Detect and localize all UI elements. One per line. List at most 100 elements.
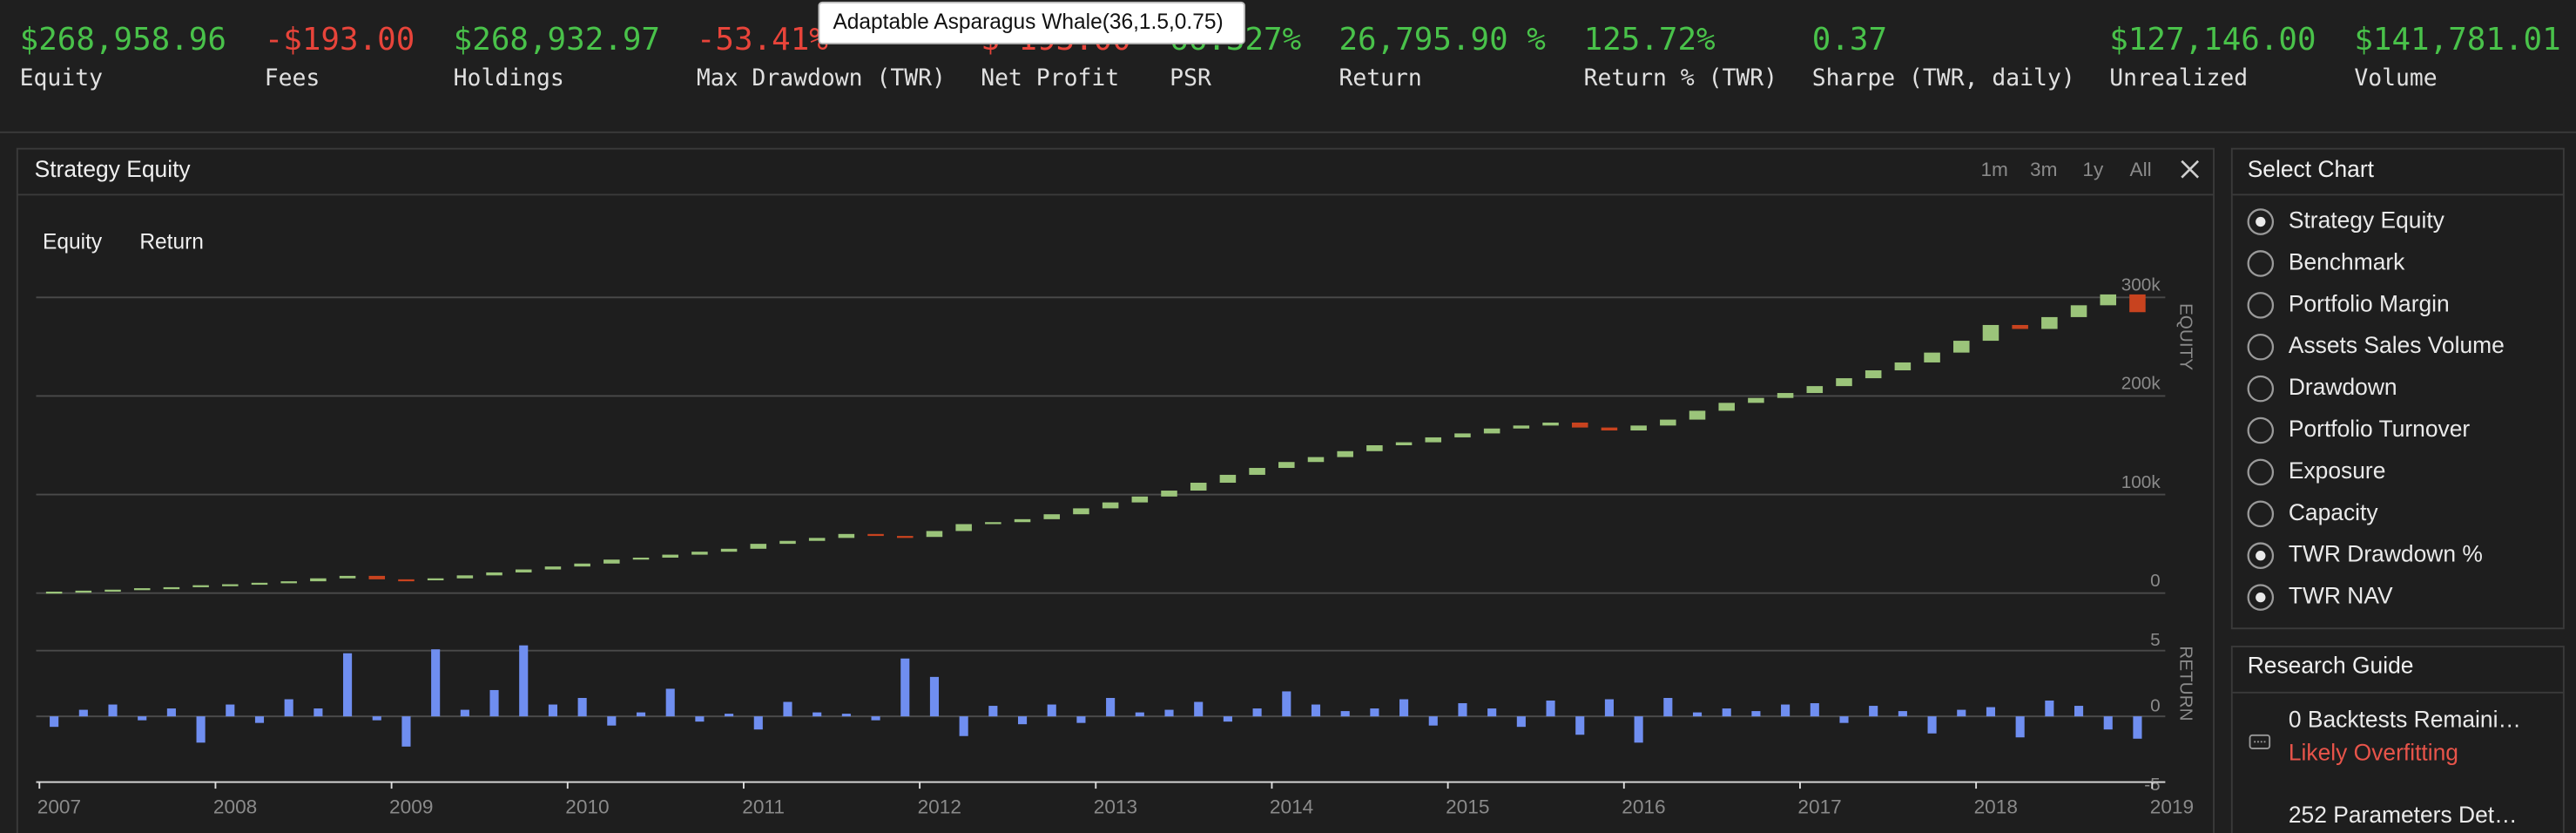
bar: [431, 649, 441, 717]
guide-item[interactable]: 252 Parameters Det…: [2289, 802, 2518, 828]
candle: [1366, 444, 1383, 451]
stat-value: $268,958.96: [20, 22, 226, 58]
range-button[interactable]: All: [2130, 159, 2152, 180]
candle: [2129, 294, 2146, 313]
y-tick-label: 200k: [2121, 374, 2161, 394]
candle: [985, 522, 1001, 525]
candle: [1924, 352, 1940, 362]
candle: [1249, 468, 1265, 475]
chart-option[interactable]: Drawdown: [2289, 374, 2397, 400]
candle: [1043, 514, 1061, 519]
range-button[interactable]: 1m: [1980, 159, 2007, 180]
chart-option[interactable]: Strategy Equity: [2289, 207, 2445, 234]
candle: [662, 554, 678, 558]
candle: [838, 533, 855, 538]
candle: [1307, 457, 1325, 463]
x-tick-label: 2015: [1446, 796, 1489, 818]
candle: [2070, 305, 2087, 317]
candle: [1425, 437, 1442, 443]
radio[interactable]: [2247, 292, 2275, 319]
bar: [1164, 709, 1174, 717]
bar: [2074, 706, 2084, 717]
radio[interactable]: [2247, 416, 2275, 444]
close-button[interactable]: [2181, 159, 2200, 179]
candle: [1190, 482, 1207, 491]
candle: [1982, 324, 1999, 342]
candle: [1513, 425, 1530, 429]
candle: [310, 578, 327, 582]
research-guide-title: Research Guide: [2248, 653, 2414, 679]
bar: [1751, 711, 1761, 717]
bar: [695, 716, 705, 722]
bar: [900, 658, 910, 717]
candle: [1806, 386, 1824, 394]
chart-option[interactable]: TWR NAV: [2289, 583, 2393, 609]
radio[interactable]: [2247, 458, 2275, 486]
candle: [1102, 502, 1119, 509]
stat-label: PSR: [1170, 64, 1211, 91]
radio[interactable]: [2247, 333, 2275, 361]
stat-value: 26,795.90 %: [1339, 22, 1545, 58]
candle: [133, 588, 151, 591]
bar: [1135, 712, 1144, 717]
x-tick-label: 2011: [742, 796, 785, 818]
chart-option[interactable]: Exposure: [2289, 457, 2386, 484]
bar: [1017, 716, 1028, 725]
radio[interactable]: [2247, 542, 2275, 569]
chart-tab[interactable]: Return: [139, 231, 204, 254]
bar: [988, 706, 998, 717]
bar: [1516, 716, 1526, 728]
chart-option[interactable]: Portfolio Turnover: [2289, 416, 2471, 442]
bar: [460, 709, 469, 717]
radio[interactable]: [2247, 250, 2275, 277]
radio[interactable]: [2247, 500, 2275, 528]
chart-option[interactable]: Capacity: [2289, 499, 2379, 525]
bar: [372, 716, 381, 721]
stat-value: -$193.00: [265, 22, 415, 58]
bar: [1194, 701, 1204, 717]
radio[interactable]: [2247, 584, 2275, 611]
candle: [544, 566, 562, 570]
candle: [1894, 362, 1912, 371]
panel-title: Strategy Equity: [35, 156, 192, 182]
bar: [1692, 712, 1703, 717]
bar: [959, 716, 968, 736]
chart-option[interactable]: Benchmark: [2289, 248, 2405, 274]
candle: [515, 569, 532, 572]
bar: [1663, 698, 1673, 717]
candle: [1748, 397, 1764, 403]
candle: [1865, 370, 1882, 379]
range-button[interactable]: 3m: [2030, 159, 2057, 180]
bar: [1546, 701, 1555, 717]
candle: [427, 578, 444, 580]
candle: [1219, 474, 1237, 483]
radio-dot: [2256, 216, 2266, 227]
candle: [2041, 316, 2058, 329]
bar: [254, 716, 265, 723]
range-button[interactable]: 1y: [2082, 159, 2104, 180]
bar: [753, 716, 763, 730]
candle: [808, 538, 826, 541]
chart-option[interactable]: TWR Drawdown %: [2289, 541, 2483, 567]
bar: [1810, 703, 1819, 717]
candle: [1542, 422, 1559, 426]
bar: [1370, 708, 1379, 717]
candle: [1660, 419, 1676, 426]
bar: [489, 689, 499, 717]
guide-item[interactable]: 0 Backtests Remaini…: [2289, 707, 2521, 733]
bar: [929, 676, 940, 717]
bar: [2103, 716, 2113, 730]
chart-options: Strategy Equity Benchmark Portfolio Margin…: [2247, 207, 2505, 611]
stat-label: Fees: [265, 64, 320, 91]
chart-tab[interactable]: Equity: [43, 231, 103, 254]
radio[interactable]: [2247, 375, 2275, 403]
chart-option[interactable]: Assets Sales Volume: [2289, 332, 2505, 358]
bar: [519, 645, 529, 717]
chart-option[interactable]: Portfolio Margin: [2289, 290, 2450, 316]
radio-dot: [2256, 551, 2266, 561]
candle: [280, 581, 297, 584]
select-chart-title: Select Chart: [2248, 156, 2375, 182]
candle: [1395, 442, 1413, 445]
bar: [1399, 699, 1409, 717]
radio[interactable]: [2247, 208, 2275, 235]
